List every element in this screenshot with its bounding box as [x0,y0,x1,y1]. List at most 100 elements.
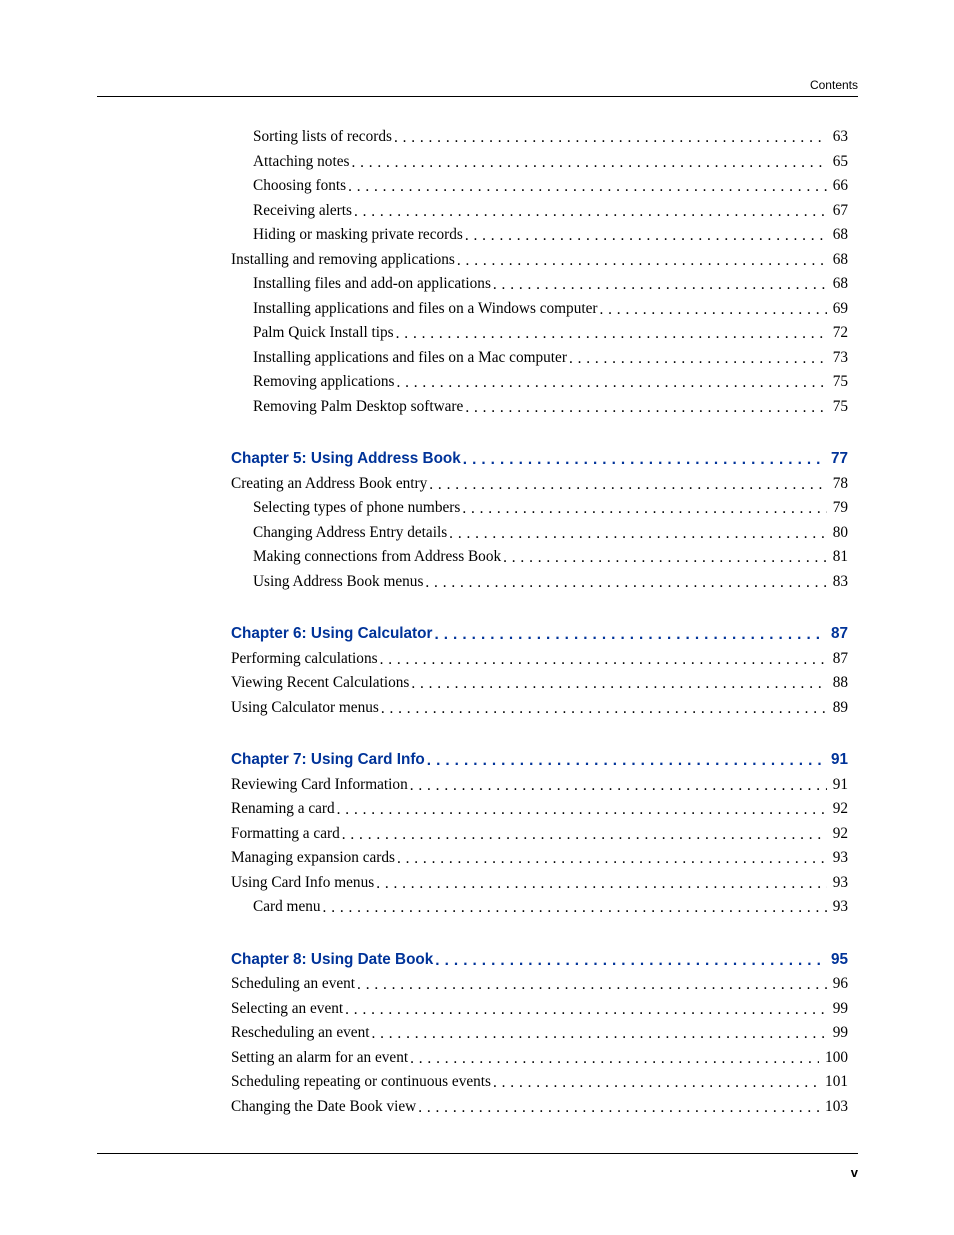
chapter-gap [231,923,848,943]
toc-entry[interactable]: Reviewing Card Information 91 [231,776,848,794]
toc-entry[interactable]: Installing applications and files on a W… [231,300,848,318]
toc-entry[interactable]: Selecting an event 99 [231,1000,848,1018]
footer-page-number: v [851,1165,858,1180]
toc-entry[interactable]: Making connections from Address Book81 [231,548,848,566]
toc-entry[interactable]: Card menu93 [231,898,848,916]
toc-title: Formatting a card [231,825,340,843]
toc-title: Setting an alarm for an event [231,1049,408,1067]
toc-page-number: 99 [829,1024,848,1042]
toc-page-number: 91 [827,751,848,769]
toc-entry[interactable]: Setting an alarm for an event 100 [231,1049,848,1067]
toc-title: Chapter 7: Using Card Info [231,751,425,769]
toc-page-number: 72 [829,324,848,342]
toc-title: Sorting lists of records [253,128,392,146]
toc-entry[interactable]: Changing Address Entry details80 [231,524,848,542]
toc-entry[interactable]: Renaming a card92 [231,800,848,818]
toc-page-number: 91 [829,776,848,794]
toc-entry[interactable]: Choosing fonts66 [231,177,848,195]
toc-page-number: 93 [829,874,848,892]
toc-entry[interactable]: Scheduling an event96 [231,975,848,993]
toc-leader [435,952,825,970]
toc-entry[interactable]: Formatting a card 92 [231,825,848,843]
toc-chapter-entry[interactable]: Chapter 7: Using Card Info 91 [231,751,848,769]
toc-entry[interactable]: Removing applications 75 [231,373,848,391]
toc-title: Card menu [253,898,321,916]
toc-entry[interactable]: Performing calculations87 [231,650,848,668]
toc-entry[interactable]: Installing files and add-on applications… [231,275,848,293]
toc-entry[interactable]: Rescheduling an event 99 [231,1024,848,1042]
toc-title: Installing applications and files on a M… [253,349,567,367]
toc-page-number: 92 [829,800,848,818]
toc-entry[interactable]: Installing and removing applications 68 [231,251,848,269]
toc-entry[interactable]: Sorting lists of records63 [231,128,848,146]
toc-title: Installing applications and files on a W… [253,300,598,318]
toc-leader [465,227,827,245]
toc-entry[interactable]: Changing the Date Book view103 [231,1098,848,1116]
toc-page-number: 92 [829,825,848,843]
toc-entry[interactable]: Viewing Recent Calculations88 [231,674,848,692]
toc-leader [493,276,827,294]
toc-page-number: 100 [821,1049,848,1067]
toc-entry[interactable]: Using Address Book menus83 [231,573,848,591]
toc-leader [429,476,826,494]
toc-entry[interactable]: Palm Quick Install tips72 [231,324,848,342]
toc-title: Hiding or masking private records [253,226,463,244]
toc-leader [394,129,827,147]
toc-title: Removing Palm Desktop software [253,398,463,416]
toc-title: Viewing Recent Calculations [231,674,409,692]
toc-title: Using Calculator menus [231,699,379,717]
toc-title: Chapter 5: Using Address Book [231,450,461,468]
toc-leader [465,399,826,417]
toc-entry[interactable]: Selecting types of phone numbers79 [231,499,848,517]
toc-title: Installing and removing applications [231,251,455,269]
toc-page-number: 67 [829,202,848,220]
toc-title: Rescheduling an event [231,1024,369,1042]
toc-leader [434,626,825,644]
toc-entry[interactable]: Installing applications and files on a M… [231,349,848,367]
toc-content: Sorting lists of records63 Attaching note… [231,128,848,1122]
toc-leader [396,374,826,392]
toc-leader [411,675,826,693]
toc-page-number: 103 [821,1098,848,1116]
toc-title: Chapter 6: Using Calculator [231,625,432,643]
toc-entry[interactable]: Removing Palm Desktop software75 [231,398,848,416]
toc-chapter-entry[interactable]: Chapter 8: Using Date Book95 [231,951,848,969]
toc-leader [371,1025,826,1043]
toc-chapter-entry[interactable]: Chapter 6: Using Calculator87 [231,625,848,643]
page-container: Contents Sorting lists of records63Attac… [97,78,858,1180]
toc-entry[interactable]: Creating an Address Book entry78 [231,475,848,493]
footer-rule [97,1153,858,1154]
toc-entry[interactable]: Scheduling repeating or continuous event… [231,1073,848,1091]
toc-title: Creating an Address Book entry [231,475,427,493]
toc-page-number: 93 [829,849,848,867]
toc-title: Scheduling repeating or continuous event… [231,1073,491,1091]
toc-leader [425,574,826,592]
toc-page-number: 75 [829,373,848,391]
toc-page-number: 68 [829,251,848,269]
toc-leader [410,1050,819,1068]
toc-page-number: 79 [829,499,848,517]
toc-leader [348,178,827,196]
toc-leader [449,525,827,543]
toc-entry[interactable]: Using Card Info menus93 [231,874,848,892]
toc-page-number: 99 [829,1000,848,1018]
toc-leader [337,801,827,819]
toc-leader [376,875,827,893]
toc-title: Receiving alerts [253,202,352,220]
toc-entry[interactable]: Receiving alerts 67 [231,202,848,220]
chapter-gap [231,597,848,617]
toc-title: Managing expansion cards [231,849,395,867]
toc-entry[interactable]: Using Calculator menus89 [231,699,848,717]
toc-page-number: 77 [827,450,848,468]
toc-entry[interactable]: Managing expansion cards 93 [231,849,848,867]
toc-leader [503,549,827,567]
toc-title: Removing applications [253,373,394,391]
toc-title: Reviewing Card Information [231,776,408,794]
toc-entry[interactable]: Attaching notes65 [231,153,848,171]
toc-title: Selecting an event [231,1000,343,1018]
toc-chapter-entry[interactable]: Chapter 5: Using Address Book 77 [231,450,848,468]
toc-leader [342,826,827,844]
toc-page-number: 68 [829,226,848,244]
toc-title: Scheduling an event [231,975,355,993]
toc-entry[interactable]: Hiding or masking private records 68 [231,226,848,244]
